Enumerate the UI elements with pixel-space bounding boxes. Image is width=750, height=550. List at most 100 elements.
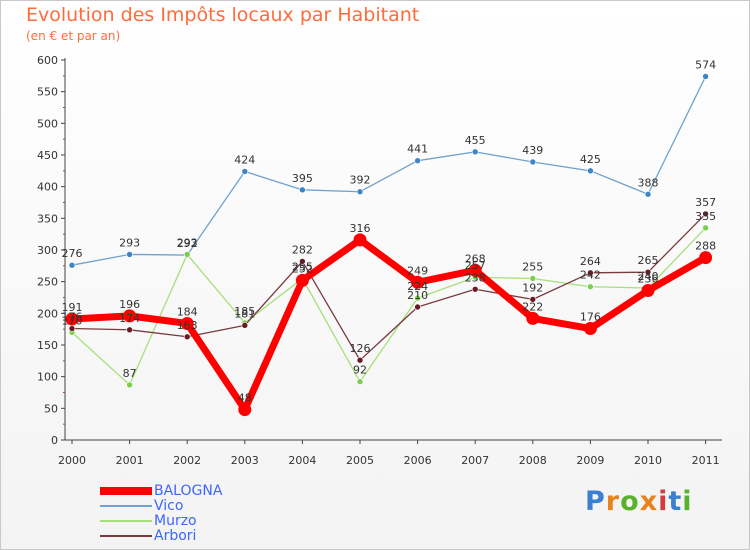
data-point-murzo xyxy=(702,224,709,232)
data-label-balogna: 196 xyxy=(119,298,140,311)
y-tick-label: 400 xyxy=(37,181,58,194)
data-label-vico: 293 xyxy=(119,236,140,249)
data-point-balogna xyxy=(65,312,79,326)
data-point-balogna xyxy=(353,233,367,247)
data-point-arbori xyxy=(414,303,421,311)
y-tick-label: 0 xyxy=(51,434,58,447)
data-label-balogna: 268 xyxy=(465,252,486,265)
logo-letter: o xyxy=(620,486,640,517)
legend-swatch xyxy=(100,520,152,522)
data-label-arbori: 238 xyxy=(465,271,486,284)
y-tick-label: 100 xyxy=(37,371,58,384)
data-label-balogna: 288 xyxy=(695,240,716,253)
y-tick-label: 200 xyxy=(37,307,58,320)
data-label-vico: 441 xyxy=(407,143,428,156)
x-tick-label: 2008 xyxy=(519,454,547,467)
data-label-balogna: 184 xyxy=(177,305,198,318)
data-point-arbori xyxy=(241,322,249,329)
data-label-murzo: 293 xyxy=(177,236,198,249)
data-label-vico: 292 xyxy=(177,237,198,250)
data-label-balogna: 176 xyxy=(580,311,601,324)
legend-label: Vico xyxy=(154,498,184,514)
y-tick-label: 550 xyxy=(37,86,58,99)
data-point-balogna xyxy=(238,403,252,417)
y-tick-label: 150 xyxy=(37,339,58,352)
x-tick-label: 2004 xyxy=(288,454,316,467)
data-label-balogna: 252 xyxy=(292,262,313,275)
logo-letter: t xyxy=(668,486,683,517)
data-point-vico xyxy=(126,251,133,258)
data-point-murzo xyxy=(529,275,537,282)
data-point-vico xyxy=(414,157,421,164)
y-tick-label: 500 xyxy=(37,117,58,130)
data-point-vico xyxy=(644,190,652,198)
y-tick-label: 600 xyxy=(37,54,58,67)
data-point-balogna xyxy=(699,251,713,265)
data-label-vico: 392 xyxy=(350,174,371,187)
data-point-murzo xyxy=(183,251,191,258)
data-label-balogna: 249 xyxy=(407,264,428,277)
x-tick-label: 2005 xyxy=(346,454,374,467)
x-tick-label: 2009 xyxy=(576,454,604,467)
data-label-balogna: 48 xyxy=(238,392,252,405)
data-point-balogna xyxy=(295,273,309,287)
data-label-murzo: 257 xyxy=(465,259,486,272)
data-label-balogna: 316 xyxy=(350,222,371,235)
y-tick-label: 450 xyxy=(37,149,58,162)
data-point-murzo xyxy=(587,283,594,291)
x-tick-label: 2001 xyxy=(116,454,144,467)
x-tick-label: 2010 xyxy=(634,454,662,467)
legend-label: BALOGNA xyxy=(154,483,223,499)
data-point-balogna xyxy=(180,316,194,330)
data-label-vico: 424 xyxy=(234,153,255,166)
data-label-vico: 395 xyxy=(292,172,313,185)
data-point-arbori xyxy=(299,258,306,265)
data-label-murzo: 224 xyxy=(407,280,428,293)
y-tick-label: 350 xyxy=(37,212,58,225)
data-point-vico xyxy=(356,188,364,196)
data-point-vico xyxy=(471,148,479,156)
data-label-vico: 276 xyxy=(62,247,83,260)
y-tick-label: 300 xyxy=(37,244,58,257)
data-label-arbori: 176 xyxy=(62,311,83,324)
data-label-vico: 455 xyxy=(465,134,486,147)
data-point-murzo xyxy=(356,378,364,386)
data-label-murzo: 185 xyxy=(234,305,255,318)
logo-letter: P xyxy=(585,486,606,517)
data-label-murzo: 92 xyxy=(353,364,367,377)
y-tick-label: 50 xyxy=(44,402,58,415)
data-label-balogna: 236 xyxy=(638,273,659,286)
data-label-vico: 574 xyxy=(695,58,716,71)
data-point-arbori xyxy=(702,210,709,218)
data-label-murzo: 170 xyxy=(62,314,83,327)
legend-label: Murzo xyxy=(154,513,197,529)
data-label-murzo: 255 xyxy=(292,261,313,274)
logo-letter: x xyxy=(639,486,659,517)
data-point-vico xyxy=(299,186,306,194)
data-label-arbori: 174 xyxy=(119,312,140,325)
data-point-vico xyxy=(529,158,537,166)
logo-letter: i xyxy=(682,486,693,517)
data-label-arbori: 265 xyxy=(638,254,659,267)
data-label-murzo: 87 xyxy=(123,367,137,380)
proxiti-logo: Proxiti xyxy=(585,486,693,517)
data-point-balogna xyxy=(526,311,540,325)
y-tick-label: 250 xyxy=(37,276,58,289)
data-label-arbori: 126 xyxy=(350,342,371,355)
data-label-balogna: 222 xyxy=(522,300,543,313)
legend-swatch xyxy=(100,487,152,495)
x-tick-label: 2000 xyxy=(58,454,86,467)
data-label-arbori: 357 xyxy=(695,196,716,209)
data-label-arbori: 163 xyxy=(177,319,198,332)
data-label-vico: 388 xyxy=(638,176,659,189)
data-point-vico xyxy=(68,261,76,269)
data-point-arbori xyxy=(183,333,191,341)
data-label-arbori: 210 xyxy=(407,289,428,302)
series-line-murzo xyxy=(71,227,707,386)
data-point-balogna xyxy=(123,309,137,323)
x-tick-label: 2003 xyxy=(231,454,259,467)
data-label-arbori: 181 xyxy=(234,307,255,320)
logo-letter: i xyxy=(658,486,669,517)
